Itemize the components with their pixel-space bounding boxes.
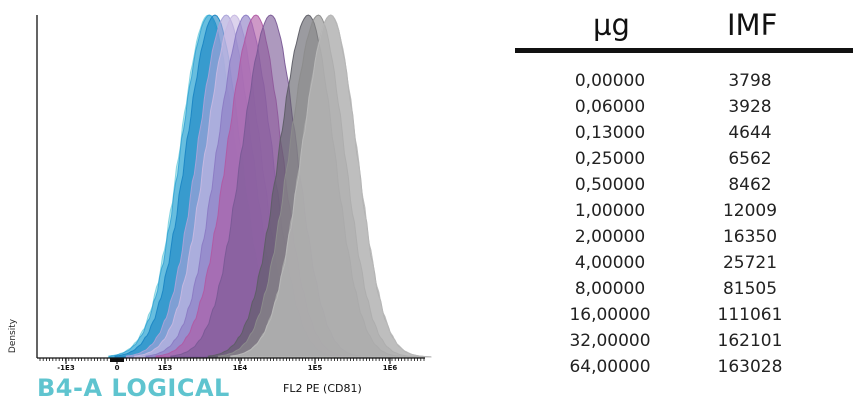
cell-ug: 4,00000 xyxy=(574,253,646,273)
header-divider xyxy=(515,48,853,53)
header-ug: µg xyxy=(593,8,630,42)
x-tick-label: 1E4 xyxy=(233,364,248,372)
cell-imf: 163028 xyxy=(717,357,783,377)
x-tick-label: 1E6 xyxy=(383,364,398,372)
x-tick-label: 1E3 xyxy=(158,364,173,372)
watermark-label: B4-A LOGICAL xyxy=(37,374,230,402)
axes: -1E3 0 1E3 1E4 1E5 1E6 xyxy=(36,15,425,372)
x-tick-label: -1E3 xyxy=(57,364,75,372)
cell-imf: 16350 xyxy=(722,227,778,247)
cell-imf: 12009 xyxy=(722,201,778,221)
y-axis-label-text: Density xyxy=(8,318,18,354)
cell-imf: 25721 xyxy=(722,253,778,273)
cell-ug: 0,50000 xyxy=(574,175,646,195)
cell-imf: 162101 xyxy=(717,331,783,351)
x-tick-label: 0 xyxy=(115,364,120,372)
cell-ug: 0,00000 xyxy=(574,71,646,91)
cell-imf: 6562 xyxy=(728,149,772,169)
cell-imf: 3798 xyxy=(728,71,772,91)
cell-ug: 1,00000 xyxy=(574,201,646,221)
cell-imf: 81505 xyxy=(722,279,778,299)
histogram-plot: -1E3 0 1E3 1E4 1E5 1E6 xyxy=(36,14,432,372)
cell-ug: 32,00000 xyxy=(569,331,651,351)
cell-ug: 64,00000 xyxy=(569,357,651,377)
cell-imf: 8462 xyxy=(728,175,772,195)
imf-table: µg IMF 0,00000 3798 0,06000 3928 0,13000 4644… xyxy=(515,0,855,403)
x-axis-label: FL2 PE (CD81) xyxy=(283,382,362,395)
density-curves xyxy=(107,14,432,358)
x-tick-label: 1E5 xyxy=(308,364,323,372)
header-imf: IMF xyxy=(727,8,778,42)
cell-imf: 4644 xyxy=(728,123,772,143)
cell-ug: 16,00000 xyxy=(569,305,651,325)
y-axis-label: Density xyxy=(2,317,24,357)
cell-ug: 8,00000 xyxy=(574,279,646,299)
cell-ug: 0,13000 xyxy=(574,123,646,143)
cell-ug: 0,06000 xyxy=(574,97,646,117)
cell-ug: 0,25000 xyxy=(574,149,646,169)
density-curve-12 xyxy=(230,14,432,358)
cell-imf: 111061 xyxy=(717,305,783,325)
cell-ug: 2,00000 xyxy=(574,227,646,247)
cell-imf: 3928 xyxy=(728,97,772,117)
